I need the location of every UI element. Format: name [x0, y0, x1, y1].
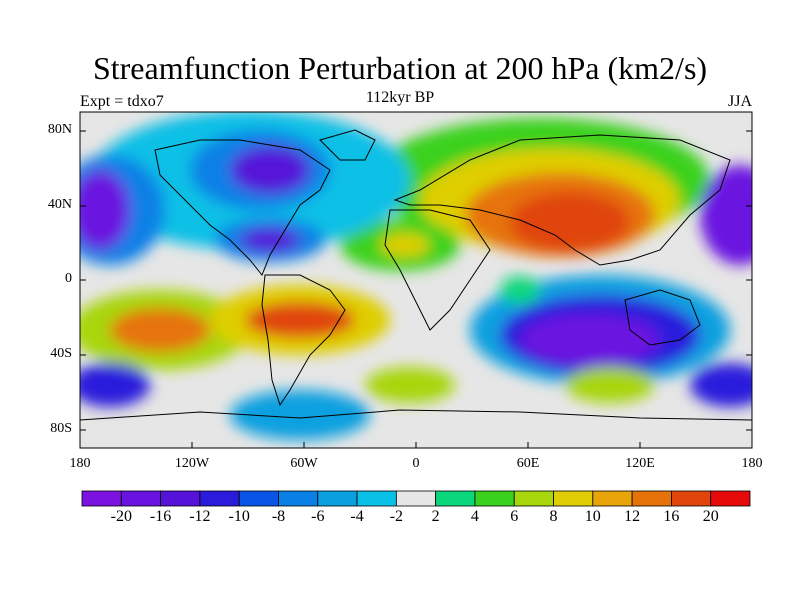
colorbar-label: -12 [189, 508, 211, 525]
sa-positive-core [245, 302, 355, 338]
colorbar-label: 20 [702, 508, 719, 525]
colorbar-swatch [710, 490, 751, 507]
colorbar-label: 2 [431, 508, 440, 525]
sp-positive-core [110, 308, 210, 352]
coastlines [80, 129, 752, 421]
colorbar-swatch [513, 490, 554, 507]
colorbar-swatch [317, 490, 358, 507]
colorbar-label: -10 [228, 508, 250, 525]
lon-tick-label: 180 [69, 456, 91, 471]
n-africa-positive-core [380, 233, 430, 257]
colorbar-label: -8 [271, 508, 286, 525]
lon-tick-label: 60W [290, 456, 318, 471]
colorbar-swatch [395, 490, 437, 507]
colorbar-swatch [278, 490, 319, 507]
colorbar-label: -16 [149, 508, 172, 525]
colorbar-swatch [81, 490, 122, 507]
chart-title: Streamfunction Perturbation at 200 hPa (… [92, 50, 708, 86]
axis-ticks [79, 130, 753, 448]
lat-tick-label: 40S [50, 346, 72, 361]
antarctic-negative [230, 390, 370, 440]
colorbar-label: -6 [311, 508, 325, 525]
madagascar-positive [500, 276, 540, 304]
colorbar-swatch [199, 490, 240, 507]
lon-tick-label: 180 [741, 456, 763, 471]
season-label: JJA [727, 93, 752, 110]
colorbar-swatch [160, 490, 201, 507]
lon-tick-label: 120E [625, 456, 655, 471]
wp-negative-core [700, 165, 752, 265]
colorbar-swatch [631, 490, 672, 507]
colorbar-label: 12 [624, 508, 641, 525]
lon-tick-label: 120W [174, 456, 210, 471]
so-negative-east [690, 363, 752, 407]
lat-tick-label: 80N [47, 122, 72, 137]
colorbar [81, 490, 751, 507]
lon-tick-label: 60E [516, 456, 540, 471]
si-negative-core [520, 314, 660, 366]
colorbar-label: -20 [110, 508, 132, 525]
so-negative-west [80, 363, 150, 407]
colorbar-label: 4 [470, 508, 479, 525]
colorbar-label: 16 [663, 508, 680, 525]
contour-field [80, 112, 752, 448]
lat-tick-label: 80S [50, 421, 72, 436]
colorbar-label: -2 [389, 508, 404, 525]
south-atlantic-positive [365, 367, 455, 403]
colorbar-swatch [474, 490, 515, 507]
south-indian-positive [565, 367, 655, 403]
experiment-label: Expt = tdxo7 [80, 93, 164, 110]
colorbar-label: 10 [584, 508, 601, 525]
lat-tick-label: 40N [47, 197, 72, 212]
colorbar-swatch [553, 490, 594, 507]
colorbar-swatch [238, 490, 279, 507]
colorbar-label: -4 [350, 508, 364, 525]
colorbar-swatch [356, 490, 397, 507]
na-negative-core [230, 146, 310, 194]
np-negative-core [80, 170, 130, 250]
colorbar-swatch [592, 490, 633, 507]
colorbar-label: 6 [510, 508, 519, 525]
chart-subtitle: 112kyr BP [365, 89, 435, 106]
caribbean-negative-core [240, 228, 300, 252]
colorbar-swatch [435, 490, 476, 507]
colorbar-swatch [120, 490, 161, 507]
lat-tick-label: 0 [65, 271, 72, 286]
lon-tick-label: 0 [412, 456, 420, 471]
colorbar-swatch [671, 490, 712, 507]
colorbar-label: 8 [549, 508, 558, 525]
tibet-high-core [510, 192, 630, 252]
